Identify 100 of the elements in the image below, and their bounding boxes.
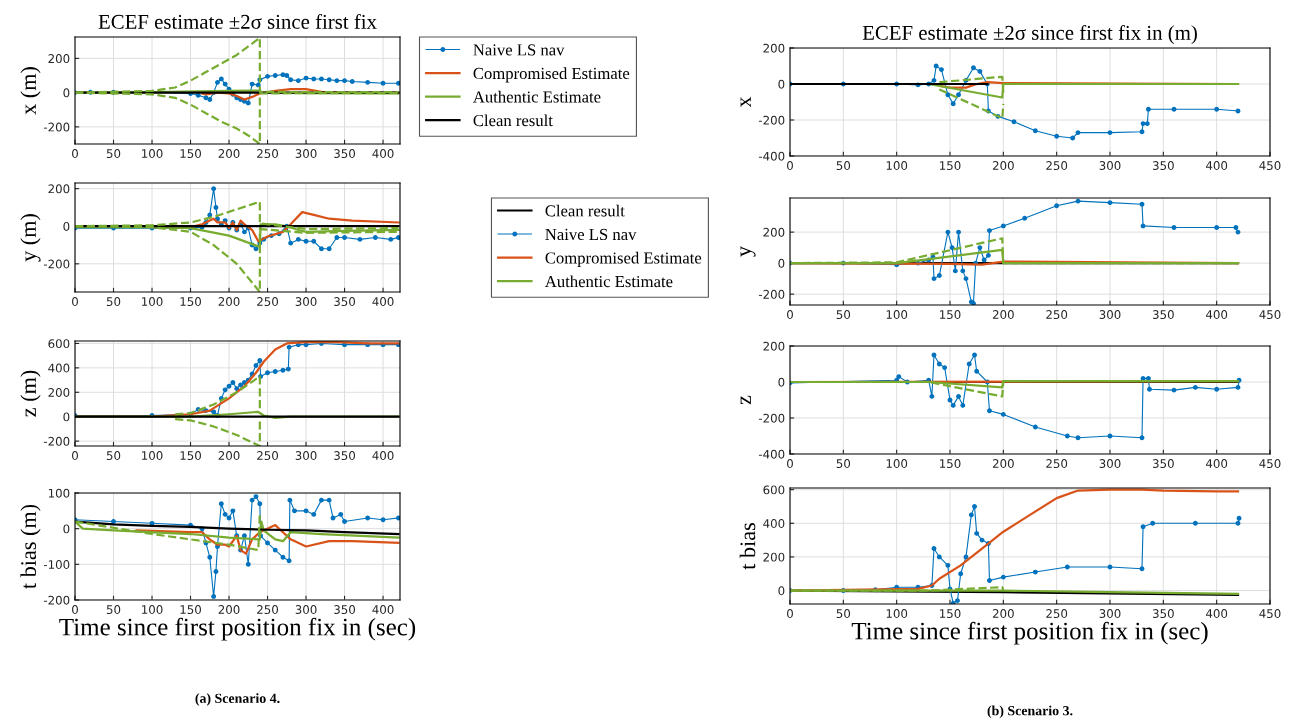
x-tick-label: 50 — [106, 605, 121, 614]
x-tick-label: 50 — [836, 310, 851, 319]
y-tick-label: 0 — [63, 524, 70, 534]
y-tick-label: -100 — [43, 560, 70, 569]
x-tick-label: 300 — [295, 451, 317, 460]
x-tick-label: 450 — [1259, 310, 1281, 319]
x-tick-label: 400 — [1205, 459, 1228, 468]
x-tick-label: 300 — [1099, 161, 1121, 170]
y-tick-label: 0 — [63, 88, 70, 98]
y-tick-label: 0 — [63, 221, 70, 231]
y-tick-label: -200 — [758, 413, 785, 423]
x-tick-label: 450 — [1259, 459, 1281, 468]
text: (a) Scenario 4. — [195, 693, 280, 706]
x-tick-label: 150 — [940, 161, 961, 170]
y-tick-label: -200 — [43, 595, 70, 605]
x-tick-label: 300 — [1099, 459, 1121, 468]
x-tick-label: 100 — [142, 451, 163, 460]
x-tick-label: 300 — [295, 297, 317, 306]
legend-label: Naive LS nav — [473, 44, 565, 56]
y-axis-title: z (m) — [20, 370, 41, 417]
x-tick-label: 350 — [1152, 161, 1174, 170]
y-tick-label: 0 — [778, 258, 785, 268]
y-tick-label: -200 — [43, 259, 70, 269]
x-tick-label: 250 — [257, 605, 279, 614]
x-tick-label: 250 — [257, 451, 279, 460]
x-tick-label: 50 — [836, 459, 851, 468]
y-axis-title: y — [740, 246, 756, 257]
y-tick-label: 600 — [48, 339, 70, 349]
x-tick-label: 150 — [940, 459, 961, 468]
y-tick-label: -200 — [758, 115, 785, 125]
x-tick-label: 200 — [218, 149, 240, 158]
x-tick-label: 0 — [787, 459, 793, 468]
x-tick-label: 100 — [886, 161, 908, 170]
x-tick-label: 250 — [1046, 459, 1068, 468]
x-tick-label: 250 — [1046, 310, 1068, 319]
legend-label: Compromised Estimate — [473, 67, 630, 83]
x-tick-label: 150 — [940, 609, 961, 618]
y-axis-title: t bias (m) — [20, 504, 41, 589]
y-tick-label: -200 — [758, 289, 785, 299]
legend-label: Naive LS nav — [545, 228, 637, 241]
y-tick-label: 0 — [778, 377, 785, 387]
x-tick-label: 50 — [106, 149, 121, 158]
x-tick-label: 400 — [372, 605, 394, 614]
x-tick-label: 150 — [180, 605, 201, 614]
x-tick-label: 0 — [72, 297, 78, 306]
x-tick-label: 50 — [106, 297, 121, 306]
x-tick-label: 350 — [334, 451, 356, 460]
chart-title: ECEF estimate ±2σ since first fix — [98, 14, 377, 29]
x-tick-label: 350 — [334, 297, 356, 306]
x-axis-title: Time since first position fix in (sec) — [851, 621, 1208, 645]
x-tick-label: 0 — [72, 451, 78, 460]
legend-label: Authentic Estimate — [473, 90, 601, 103]
x-tick-label: 200 — [992, 459, 1014, 468]
x-tick-label: 100 — [886, 459, 908, 468]
y-tick-label: 200 — [763, 341, 785, 351]
x-tick-label: 0 — [72, 605, 78, 614]
x-tick-label: 400 — [372, 297, 394, 306]
y-tick-label: 200 — [48, 54, 70, 64]
y-tick-label: 400 — [763, 519, 785, 528]
x-tick-label: 350 — [334, 605, 356, 614]
x-tick-label: 150 — [180, 149, 201, 158]
y-tick-label: -200 — [43, 436, 70, 446]
x-tick-label: 400 — [372, 451, 394, 460]
y-axis-title: x — [740, 96, 751, 108]
x-tick-label: 50 — [836, 609, 851, 618]
x-tick-label: 150 — [180, 451, 201, 460]
y-tick-label: -400 — [758, 449, 785, 459]
x-tick-label: 300 — [295, 605, 317, 614]
x-tick-label: 150 — [180, 297, 201, 306]
y-tick-label: 200 — [48, 388, 70, 397]
x-tick-label: 100 — [142, 297, 163, 306]
x-tick-label: 350 — [1152, 609, 1174, 618]
x-tick-label: 250 — [257, 149, 279, 158]
y-tick-label: 400 — [48, 363, 70, 373]
x-tick-label: 400 — [1205, 609, 1228, 618]
x-tick-label: 200 — [218, 451, 240, 460]
y-tick-label: 600 — [763, 485, 785, 495]
x-tick-label: 350 — [1152, 459, 1174, 468]
y-tick-label: 200 — [763, 227, 785, 237]
x-tick-label: 300 — [1099, 609, 1121, 618]
x-tick-label: 250 — [257, 297, 279, 306]
x-tick-label: 0 — [787, 161, 793, 170]
x-tick-label: 100 — [142, 149, 163, 158]
y-tick-label: 0 — [778, 79, 785, 89]
y-tick-label: 0 — [63, 412, 70, 422]
chart-title: ECEF estimate ±2σ since first fix in (m) — [862, 25, 1197, 45]
y-axis-title: x (m) — [20, 67, 41, 115]
x-tick-label: 400 — [1205, 310, 1228, 319]
x-tick-label: 400 — [1205, 161, 1228, 170]
x-tick-label: 100 — [142, 605, 163, 614]
x-tick-label: 350 — [1152, 310, 1174, 319]
x-tick-label: 450 — [1259, 161, 1281, 170]
x-tick-label: 150 — [940, 310, 961, 319]
text: (b) Scenario 3. — [987, 705, 1073, 719]
x-tick-label: 250 — [1046, 161, 1068, 170]
x-tick-label: 200 — [218, 605, 240, 614]
x-tick-label: 200 — [992, 609, 1014, 618]
legend-label: Compromised Estimate — [545, 251, 702, 267]
y-tick-label: 200 — [763, 43, 785, 53]
y-tick-label: 100 — [48, 488, 70, 498]
